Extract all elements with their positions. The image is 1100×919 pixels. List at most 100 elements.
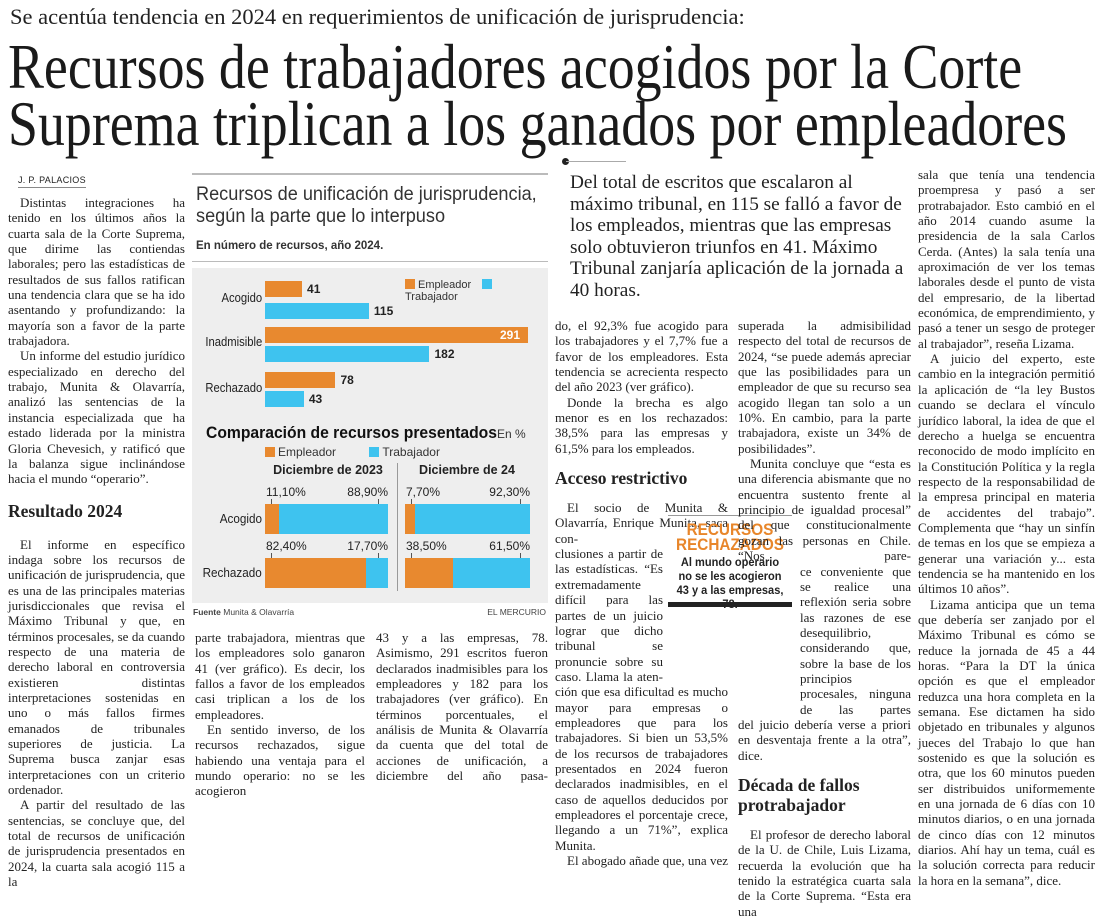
bar-trabajador: [265, 391, 304, 407]
bar-trabajador: [278, 504, 388, 534]
subhead-decada: Década de fallos protrabajador: [738, 774, 860, 815]
panel-header: Diciembre de 24: [419, 463, 515, 477]
pct-label-trabajador: 88,90%: [347, 485, 388, 499]
pct-label-empleador: 11,10%: [266, 485, 306, 499]
chart-title: Recursos de unificación de jurisprudenci…: [196, 183, 537, 227]
chart-credit: EL MERCURIO: [487, 607, 546, 617]
chart-title-line-1: Recursos de unificación de jurisprudenci…: [196, 183, 545, 227]
legend-label-empleador: Empleador: [278, 445, 337, 459]
highlight-bottom-bar: [668, 602, 792, 607]
paragraph: En sentido inverso, de los recursos rech…: [195, 722, 365, 799]
legend-swatch-empleador: [265, 447, 275, 457]
bar-trabajador: [414, 504, 530, 534]
chart-source: Fuente Munita & Olavarría: [193, 607, 294, 617]
paragraph: 43 y a las empresas, 78. Asimismo, 291 e…: [376, 630, 548, 784]
legend-top: Empleador Trabajador: [405, 279, 548, 303]
legend-swatch-trabajador: [369, 447, 380, 457]
tick: [378, 553, 379, 558]
paragraph: del juicio debería verse a priori en des…: [738, 716, 911, 763]
pct-label-empleador: 82,40%: [266, 539, 307, 553]
legend-label-trabajador: Trabajador: [405, 291, 458, 303]
pull-quote: Del total de escritos que escalaron al m…: [570, 172, 904, 301]
value-label: 41: [307, 282, 321, 296]
bar-trabajador: [453, 558, 530, 588]
bar-empleador: [265, 372, 336, 388]
value-label: 182: [434, 347, 455, 361]
bar-empleador: [405, 558, 454, 588]
bar-empleador: [405, 504, 415, 534]
legend-swatch-empleador: [405, 279, 415, 289]
byline: J. P. PALACIOS: [18, 175, 86, 188]
pct-label-empleador: 7,70%: [406, 485, 441, 499]
category-label: Inadmisible: [205, 335, 262, 349]
pct-label-trabajador: 17,70%: [347, 539, 388, 553]
headline-line-1: Recursos de trabajadores acogidos por la…: [8, 32, 1023, 102]
category-label: Rechazado: [202, 565, 262, 580]
column-5: superada la admisibilidad respecto del t…: [738, 318, 911, 919]
comparison-title: Comparación de recursos presentados: [206, 424, 497, 442]
chart-top-rule: [192, 173, 548, 175]
pct-label-trabajador: 92,30%: [489, 485, 530, 499]
panel-divider: [397, 463, 398, 591]
pct-label-empleador: 38,50%: [406, 539, 447, 553]
tick: [520, 553, 521, 558]
paragraph: A partir del resultado de las sentencias…: [8, 797, 185, 890]
highlight-box: RECURSOS RECHAZADOS Al mundo operario no…: [668, 515, 792, 611]
paragraph: do, el 92,3% fue acogido para los trabaj…: [555, 318, 728, 395]
category-label: Rechazado: [205, 381, 262, 395]
column-6: sala que tenía una tendencia proempresa …: [918, 167, 1095, 888]
column-1: Distintas integraciones ha tenido en los…: [8, 195, 185, 889]
paragraph: Distintas integraciones ha tenido en los…: [8, 195, 185, 349]
tick: [378, 499, 379, 504]
paragraph: El profesor de derecho laboral de la U. …: [738, 826, 911, 919]
tick: [271, 553, 272, 558]
value-label: 115: [373, 304, 394, 318]
bar-trabajador: [265, 346, 430, 362]
chart-panel-bg: [192, 268, 548, 603]
paragraph: ción que esa dificultad es mucho mayor p…: [555, 684, 728, 853]
paragraph-wrap: ce conveniente que se realice una reflex…: [800, 563, 911, 717]
subhead-acceso-restrictivo: Acceso restrictivo: [555, 468, 688, 489]
highlight-title: RECURSOS RECHAZADOS: [676, 520, 784, 554]
paragraph: superada la admisibilidad respecto del t…: [738, 318, 911, 456]
category-label: Acogido: [219, 511, 262, 526]
comparison-unit: En %: [497, 427, 526, 441]
paragraph: A juicio del experto, este cambio en la …: [918, 351, 1095, 597]
value-label: 78: [340, 373, 354, 387]
column-3: 43 y a las empresas, 78. Asimismo, 291 e…: [376, 630, 548, 783]
pull-quote-dot: [562, 158, 569, 165]
value-label: 291: [500, 328, 521, 342]
tick: [411, 553, 412, 558]
tick: [411, 499, 412, 504]
paragraph: Lizama anticipa que un tema que debería …: [918, 596, 1095, 888]
kicker: Se acentúa tendencia en 2024 en requerim…: [10, 4, 745, 29]
legend-swatch-trabajador: [482, 279, 493, 289]
bar-trabajador: [366, 558, 388, 588]
paragraph-wrap: clusiones a partir de las estadísticas. …: [555, 546, 663, 684]
tick: [271, 499, 272, 504]
pull-quote-rule: [566, 161, 626, 162]
paragraph: El abogado añade que, una vez: [567, 853, 728, 868]
bar-empleador: [265, 558, 367, 588]
bar-empleador: [265, 281, 303, 297]
paragraph: Un informe del estudio jurídico especial…: [8, 348, 185, 487]
bar-empleador: [265, 504, 279, 534]
paragraph: Munita concluye que “esta es una diferen…: [738, 456, 911, 564]
column-2: parte trabajadora, mientras que los empl…: [195, 630, 365, 799]
panel-header: Diciembre de 2023: [273, 463, 383, 477]
legend-comparison: Empleador Trabajador: [265, 445, 440, 459]
category-label: Acogido: [221, 291, 262, 305]
chart-subtitle: En número de recursos, año 2024.: [196, 240, 384, 252]
bar-empleador: [265, 327, 528, 343]
legend-label-trabajador: Trabajador: [382, 445, 440, 459]
paragraph: parte trabajadora, mientras que los empl…: [195, 630, 365, 722]
pct-label-trabajador: 61,50%: [489, 539, 530, 553]
source-label: Fuente: [193, 607, 221, 617]
paragraph: sala que tenía una tendencia proempresa …: [918, 167, 1095, 351]
infographic: Recursos de unificación de jurisprudenci…: [192, 173, 548, 618]
bar-trabajador: [265, 303, 369, 319]
tick: [520, 499, 521, 504]
paragraph: El socio de Munita & Olavarría, Enrique …: [555, 500, 728, 546]
chart-rule: [192, 261, 548, 262]
legend-label-empleador: Empleador: [418, 279, 472, 291]
